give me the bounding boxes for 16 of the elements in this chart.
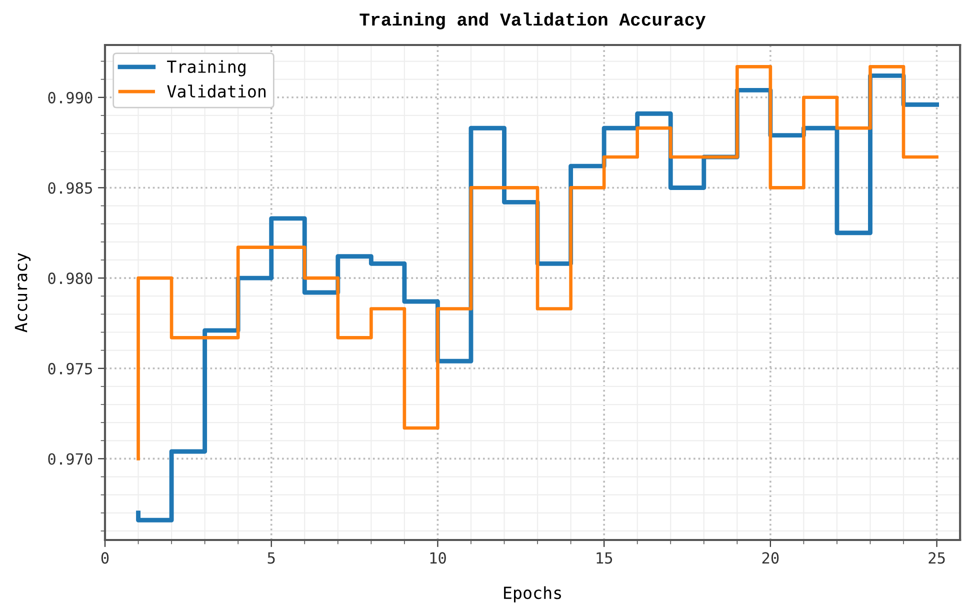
y-tick-label: 0.975 [48,362,92,374]
y-tick-label: 0.990 [48,92,92,104]
x-tick-label: 0 [101,552,109,564]
y-tick-label: 0.970 [48,453,92,465]
x-axis-title: Epochs [504,586,561,602]
x-tick-label: 5 [268,552,275,564]
x-tick-label: 20 [762,552,779,564]
x-tick-label: 10 [430,552,446,564]
y-tick-label: 0.985 [48,182,92,194]
legend-label: Training [167,60,246,76]
chart-title: Training and Validation Accuracy [360,12,706,30]
x-tick-label: 25 [928,552,945,564]
y-axis-title: Accuracy [14,253,31,332]
x-tick-label: 15 [596,552,612,564]
legend-label: Validation [167,84,266,98]
y-tick-label: 0.980 [48,272,92,284]
